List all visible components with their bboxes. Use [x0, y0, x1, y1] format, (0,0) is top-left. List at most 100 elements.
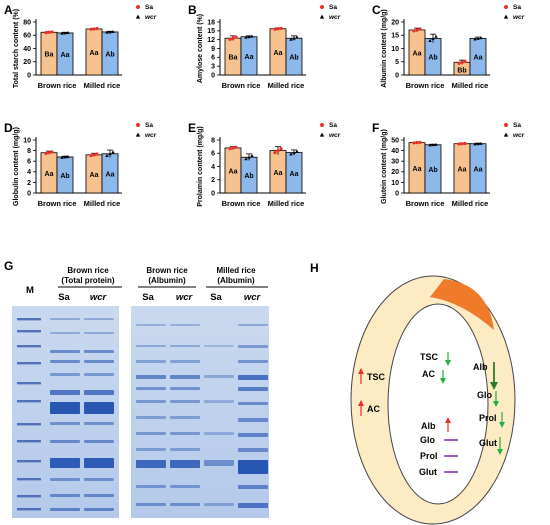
y-tick-label: 2 — [211, 177, 215, 184]
y-tick-label: 4 — [211, 164, 215, 171]
replicate-point-sa — [89, 154, 93, 158]
protein-band — [136, 360, 166, 363]
significance-label: Aa — [245, 54, 254, 61]
gel-group1-title-line2: (Total protein) — [61, 276, 115, 285]
y-tick-label: 9 — [211, 46, 215, 53]
replicate-point-sa — [463, 141, 467, 146]
replicate-point-wcr — [428, 143, 432, 147]
legend-label-wcr: wcr — [145, 14, 157, 21]
protein-band — [50, 478, 80, 481]
protein-band — [84, 402, 114, 414]
replicate-point-sa — [228, 147, 232, 151]
protein-band — [50, 318, 80, 320]
replicate-point-wcr — [476, 36, 480, 40]
replicate-point-wcr — [295, 35, 299, 39]
significance-label: Aa — [458, 166, 467, 173]
replicate-point-sa — [44, 30, 48, 35]
gel-lane-label: Sa — [142, 292, 154, 303]
protein-band — [84, 440, 114, 443]
replicate-point-wcr — [250, 34, 254, 38]
protein-band — [170, 345, 200, 347]
legend-marker-sa — [320, 5, 324, 9]
replicate-point-sa — [234, 35, 238, 39]
legend-label-wcr: wcr — [329, 132, 341, 139]
replicate-point-wcr — [247, 155, 251, 159]
protein-band — [136, 400, 166, 403]
significance-label: Aa — [61, 52, 70, 59]
right-prol-label: Prol — [479, 413, 497, 423]
gel-group3-title-line1: Milled rice — [216, 266, 256, 275]
protein-band — [136, 448, 166, 451]
significance-label: Aa — [413, 166, 422, 173]
marker-band — [17, 345, 41, 348]
x-category-label: Brown rice — [38, 81, 77, 90]
marker-band — [17, 318, 41, 321]
protein-band — [84, 318, 114, 320]
x-category-label: Brown rice — [38, 199, 77, 208]
legend-marker-sa — [504, 123, 508, 127]
y-axis-title: Globulin content (mg/g) — [13, 127, 20, 206]
replicate-point-sa — [460, 60, 464, 64]
protein-band — [238, 418, 268, 422]
replicate-point-sa — [279, 147, 283, 151]
marker-band — [17, 460, 41, 463]
gel-bands — [17, 318, 268, 511]
replicate-point-sa — [276, 149, 280, 153]
replicate-point-sa — [47, 151, 51, 155]
replicate-point-sa — [273, 150, 277, 155]
significance-label: Aa — [106, 171, 115, 178]
protein-band — [50, 422, 80, 425]
marker-band — [17, 400, 41, 403]
significance-label: Ab — [60, 173, 69, 180]
significance-label: Ab — [428, 55, 437, 62]
replicate-point-wcr — [66, 31, 70, 34]
protein-band — [50, 373, 80, 376]
replicate-point-wcr — [295, 149, 299, 153]
significance-label: Aa — [290, 171, 299, 178]
y-tick-label: 0 — [27, 190, 31, 197]
replicate-point-wcr — [473, 142, 477, 146]
replicate-point-sa — [418, 27, 422, 31]
gel-group2-title-line1: Brown rice — [146, 266, 188, 275]
panel-letter-h: H — [310, 261, 319, 275]
x-category-label: Milled rice — [84, 81, 121, 90]
replicate-point-sa — [276, 27, 280, 31]
panel-letter: D — [4, 121, 13, 135]
significance-label: Ab — [244, 173, 253, 180]
legend-label-sa: Sa — [513, 4, 521, 11]
chart-panel-a: A Total starch content (%) 0 20 40 60 80 Brown … — [4, 3, 157, 90]
significance-label: Aa — [90, 50, 99, 57]
protein-band — [84, 478, 114, 481]
protein-band — [84, 390, 114, 395]
legend-label-sa: Sa — [329, 122, 337, 129]
outer-tsc-label: TSC — [367, 372, 386, 382]
protein-band — [238, 485, 268, 489]
protein-band — [238, 503, 268, 508]
protein-band — [204, 400, 234, 403]
y-tick-label: 0 — [395, 72, 399, 79]
x-category-label: Milled rice — [268, 199, 305, 208]
protein-band — [84, 360, 114, 363]
replicate-point-sa — [418, 140, 422, 144]
y-axis-title: Albumin content (mg/g) — [381, 9, 388, 88]
embryo-shape — [430, 279, 494, 330]
legend-label-wcr: wcr — [329, 14, 341, 21]
replicate-point-wcr — [105, 30, 109, 34]
y-tick-label: 10 — [391, 46, 399, 53]
legend-label-sa: Sa — [145, 4, 153, 11]
replicate-point-wcr — [108, 152, 112, 156]
right-glut-down-arrow — [497, 437, 503, 455]
replicate-point-wcr — [479, 36, 483, 40]
replicate-point-sa — [92, 153, 96, 157]
protein-band — [50, 390, 80, 395]
replicate-point-sa — [412, 29, 416, 33]
grain-inner-ellipse — [387, 303, 489, 505]
inner-alb-label: Alb — [421, 421, 436, 431]
replicate-point-sa — [92, 27, 96, 31]
replicate-point-sa — [415, 28, 419, 32]
right-glo-down-arrow — [493, 391, 499, 407]
y-tick-label: 80 — [23, 19, 31, 26]
protein-band — [238, 375, 268, 380]
